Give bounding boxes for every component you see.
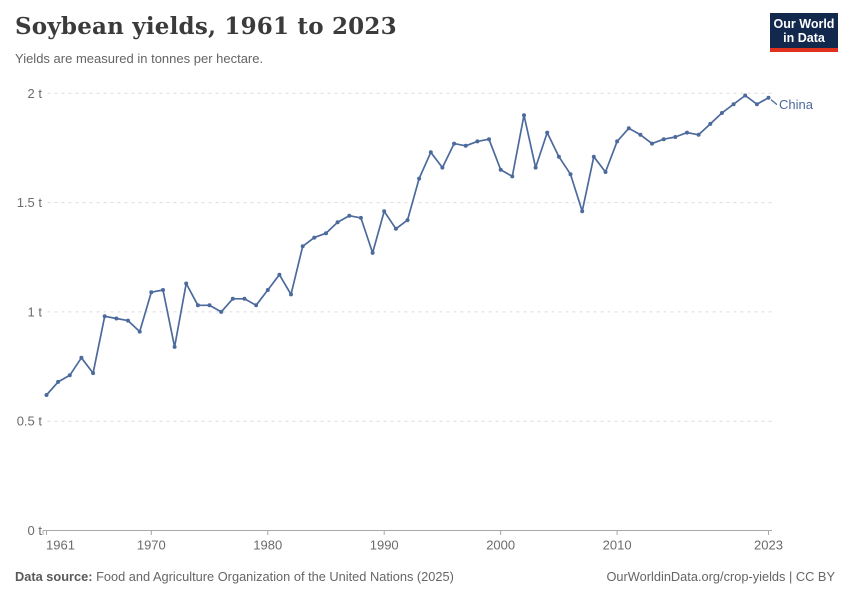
data-point bbox=[708, 121, 713, 126]
y-axis-tick-label: 0.5 t bbox=[17, 414, 43, 429]
series-label-leader bbox=[770, 99, 778, 106]
data-point bbox=[603, 170, 608, 174]
x-axis-tick-label: 2010 bbox=[603, 538, 632, 553]
data-point bbox=[452, 141, 457, 146]
data-point bbox=[335, 220, 340, 225]
data-point bbox=[149, 290, 154, 295]
data-point bbox=[696, 132, 701, 137]
owid-logo[interactable]: Our World in Data bbox=[770, 13, 838, 52]
data-point bbox=[498, 167, 503, 172]
data-point bbox=[207, 303, 212, 308]
x-axis-tick-label: 1990 bbox=[370, 538, 399, 553]
data-point bbox=[556, 154, 561, 159]
data-point bbox=[230, 296, 235, 301]
data-point bbox=[137, 329, 142, 334]
data-point bbox=[754, 102, 759, 107]
y-axis-tick-label: 1 t bbox=[28, 304, 43, 319]
x-axis-tick-label: 2000 bbox=[486, 538, 515, 553]
page-title: Soybean yields, 1961 to 2023 bbox=[15, 13, 397, 40]
data-point bbox=[650, 141, 654, 146]
data-point bbox=[615, 139, 620, 144]
data-point bbox=[568, 172, 573, 177]
data-point bbox=[719, 111, 724, 115]
data-point bbox=[685, 130, 689, 135]
data-point bbox=[487, 137, 491, 142]
data-point bbox=[743, 93, 748, 98]
data-point bbox=[382, 209, 387, 214]
data-point bbox=[324, 231, 328, 236]
data-point bbox=[289, 292, 293, 297]
data-point bbox=[545, 130, 550, 135]
data-point bbox=[463, 143, 468, 148]
data-point bbox=[312, 235, 317, 240]
footer: Data source: Food and Agriculture Organi… bbox=[15, 569, 835, 584]
data-point bbox=[91, 371, 96, 376]
data-point bbox=[265, 288, 270, 292]
data-point bbox=[126, 318, 130, 323]
x-axis-tick-label: 1980 bbox=[253, 538, 282, 553]
data-point bbox=[56, 379, 61, 384]
data-point bbox=[475, 139, 480, 144]
data-point bbox=[428, 150, 433, 155]
data-point bbox=[277, 272, 282, 277]
footer-credit-link[interactable]: OurWorldinData.org/crop-yields | CC BY bbox=[606, 569, 835, 584]
data-point bbox=[661, 137, 666, 142]
data-point bbox=[731, 102, 736, 107]
data-point bbox=[79, 355, 84, 360]
chart-subtitle: Yields are measured in tonnes per hectar… bbox=[15, 51, 264, 66]
data-point bbox=[766, 95, 771, 100]
y-axis-tick-label: 1.5 t bbox=[17, 195, 43, 210]
data-point bbox=[184, 281, 189, 286]
data-point bbox=[219, 309, 224, 314]
data-point bbox=[102, 314, 107, 319]
data-point bbox=[358, 215, 363, 220]
data-point bbox=[44, 393, 49, 397]
owid-logo-line2: in Data bbox=[783, 31, 825, 45]
data-source-text: Food and Agriculture Organization of the… bbox=[92, 569, 454, 584]
x-axis-tick-label: 1970 bbox=[137, 538, 166, 553]
data-point bbox=[67, 373, 72, 378]
data-point bbox=[347, 213, 352, 218]
data-point bbox=[533, 165, 538, 170]
data-source-note: Data source: Food and Agriculture Organi… bbox=[15, 569, 454, 584]
owid-logo-line1: Our World bbox=[773, 17, 835, 31]
trend-line bbox=[45, 94, 770, 396]
data-point bbox=[591, 154, 596, 159]
data-source-label: Data source: bbox=[15, 569, 93, 584]
y-axis-tick-label: 0 t bbox=[28, 523, 43, 538]
data-point bbox=[254, 303, 259, 308]
series-entity-label[interactable]: China bbox=[779, 97, 814, 112]
data-point bbox=[638, 132, 643, 137]
data-point bbox=[626, 126, 631, 131]
data-point bbox=[114, 316, 119, 321]
data-point bbox=[370, 250, 375, 255]
data-point bbox=[393, 226, 398, 231]
data-point bbox=[673, 135, 678, 139]
data-point bbox=[510, 174, 515, 179]
data-point bbox=[242, 296, 247, 301]
x-axis-tick-label: 1961 bbox=[46, 538, 75, 553]
data-point bbox=[195, 303, 200, 308]
x-axis-tick-label: 2023 bbox=[754, 538, 783, 553]
data-point bbox=[172, 344, 177, 349]
data-point bbox=[417, 176, 422, 181]
y-axis-tick-label: 2 t bbox=[28, 86, 43, 101]
data-point bbox=[440, 165, 445, 170]
data-point bbox=[405, 218, 410, 223]
data-point bbox=[161, 288, 165, 292]
data-point bbox=[300, 244, 305, 249]
data-point bbox=[580, 209, 585, 214]
data-point bbox=[522, 113, 526, 118]
